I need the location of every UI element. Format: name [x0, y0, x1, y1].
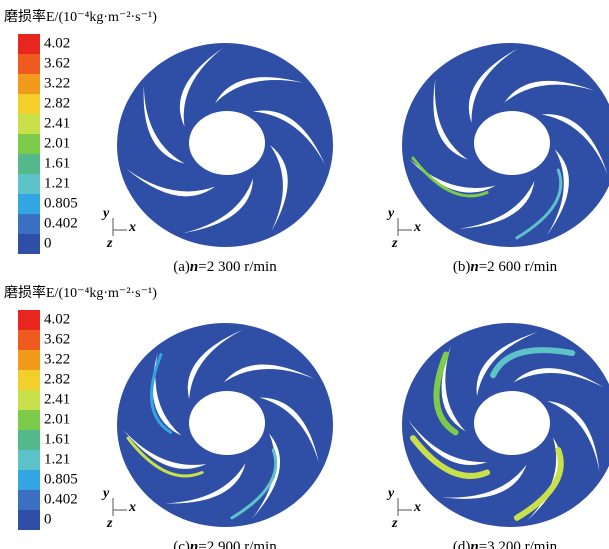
color-swatch — [18, 370, 40, 390]
axis-label: x — [413, 500, 421, 515]
axis-label: y — [386, 486, 395, 501]
level-label: 2.82 — [44, 371, 70, 387]
level-label: 1.21 — [44, 451, 70, 467]
axis-label: y — [101, 206, 110, 221]
color-swatch — [18, 214, 40, 234]
hub — [474, 391, 550, 455]
color-swatch — [18, 330, 40, 350]
legend-title: 磨损率E/(10⁻⁴kg·m⁻²·s⁻¹) — [4, 8, 157, 25]
caption-label: (a) — [173, 259, 190, 275]
caption-variable: n — [190, 539, 198, 549]
hub — [189, 111, 265, 175]
level-label: 0.402 — [44, 215, 78, 231]
level-label: 4.02 — [44, 35, 70, 51]
color-swatch — [18, 194, 40, 214]
level-label: 0 — [44, 235, 52, 251]
caption-value: =3 200 r/min — [479, 539, 558, 549]
color-swatch — [18, 54, 40, 74]
axis-label: z — [391, 516, 398, 531]
color-swatch — [18, 234, 40, 254]
impeller-contour — [402, 323, 609, 527]
level-label: 1.61 — [44, 155, 70, 171]
figure: 磨损率E/(10⁻⁴kg·m⁻²·s⁻¹) 4.02 3.62 3.22 2.82 2.4… — [0, 0, 609, 549]
level-label: 0.805 — [44, 471, 78, 487]
color-swatch — [18, 510, 40, 530]
axis-label: y — [386, 206, 395, 221]
color-swatch — [18, 134, 40, 154]
axis-label: z — [106, 516, 113, 531]
level-label: 3.22 — [44, 351, 70, 367]
level-label: 2.01 — [44, 411, 70, 427]
axis-label: y — [101, 486, 110, 501]
level-label: 2.01 — [44, 135, 70, 151]
legend-title: 磨损率E/(10⁻⁴kg·m⁻²·s⁻¹) — [4, 284, 157, 301]
level-label: 3.22 — [44, 75, 70, 91]
color-swatch — [18, 154, 40, 174]
color-swatch — [18, 430, 40, 450]
level-label: 2.82 — [44, 95, 70, 111]
axis-label: z — [106, 236, 113, 251]
caption-value: =2 900 r/min — [198, 539, 277, 549]
axis-label: x — [128, 500, 136, 515]
level-label: 1.21 — [44, 175, 70, 191]
color-swatch — [18, 74, 40, 94]
color-swatch — [18, 310, 40, 330]
level-label: 0.402 — [44, 491, 78, 507]
color-swatch — [18, 350, 40, 370]
caption-variable: n — [190, 259, 198, 275]
hub — [474, 111, 550, 175]
caption: (c)n=2 900 r/min — [173, 539, 277, 549]
level-label: 4.02 — [44, 311, 70, 327]
caption: (b)n=2 600 r/min — [453, 259, 558, 275]
caption-label: (d) — [453, 539, 471, 549]
caption-label: (b) — [453, 259, 471, 275]
level-label: 2.41 — [44, 115, 70, 131]
level-label: 2.41 — [44, 391, 70, 407]
color-swatch — [18, 390, 40, 410]
level-label: 0 — [44, 511, 52, 527]
color-swatch — [18, 174, 40, 194]
color-swatch — [18, 114, 40, 134]
level-label: 3.62 — [44, 331, 70, 347]
caption-variable: n — [470, 259, 478, 275]
axis-label: x — [413, 220, 421, 235]
hub — [189, 391, 265, 455]
color-swatch — [18, 34, 40, 54]
level-label: 1.61 — [44, 431, 70, 447]
caption-label: (c) — [173, 539, 190, 549]
caption-value: =2 300 r/min — [198, 259, 277, 275]
level-label: 0.805 — [44, 195, 78, 211]
caption-value: =2 600 r/min — [479, 259, 558, 275]
caption-variable: n — [470, 539, 478, 549]
caption: (a)n=2 300 r/min — [173, 259, 277, 275]
color-swatch — [18, 94, 40, 114]
impeller-contour — [402, 43, 609, 247]
level-label: 3.62 — [44, 55, 70, 71]
color-swatch — [18, 490, 40, 510]
axis-label: x — [128, 220, 136, 235]
color-swatch — [18, 450, 40, 470]
impeller-contour — [117, 323, 333, 527]
caption: (d)n=3 200 r/min — [453, 539, 558, 549]
axis-label: z — [391, 236, 398, 251]
impeller-contour — [117, 43, 333, 247]
color-swatch — [18, 410, 40, 430]
color-swatch — [18, 470, 40, 490]
